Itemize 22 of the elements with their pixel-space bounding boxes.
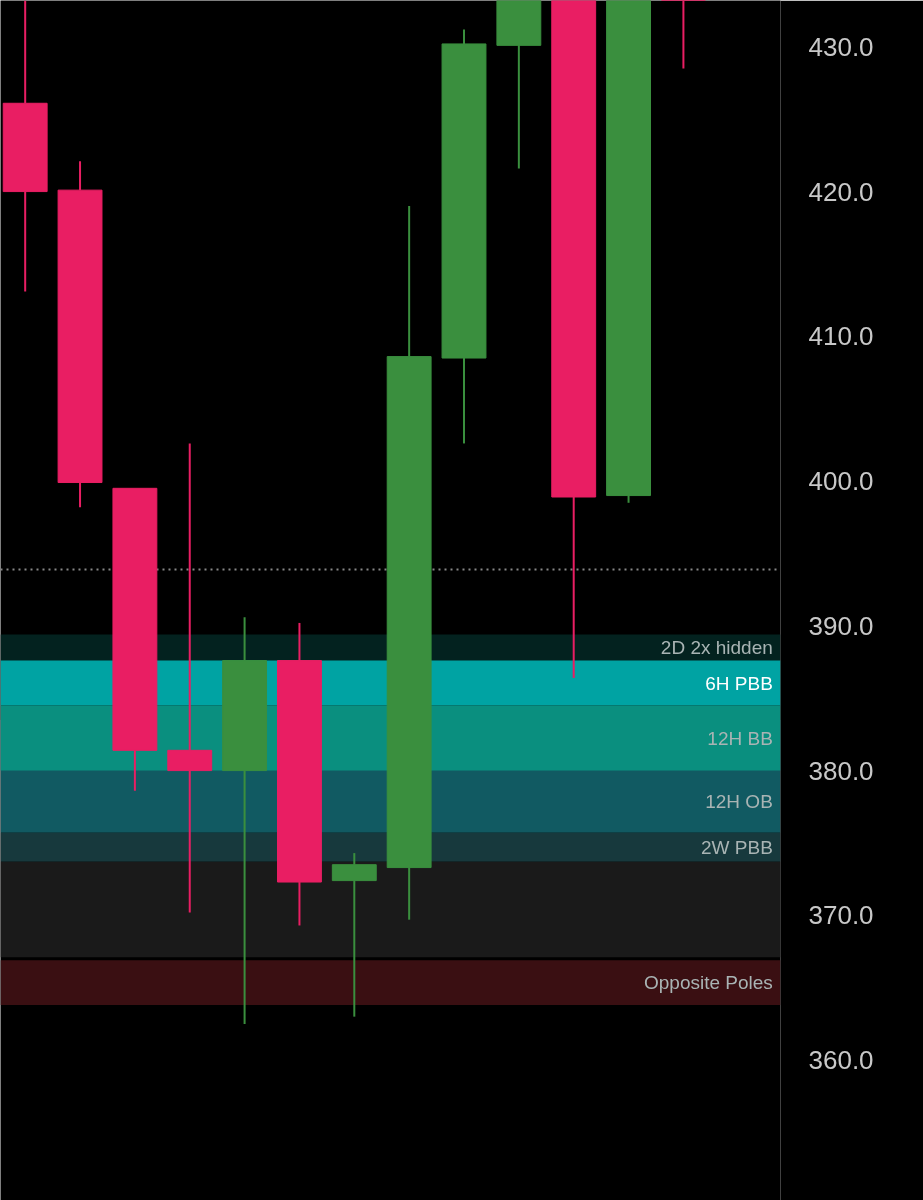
band-label: 6H PBB: [705, 672, 773, 694]
band-label: 2W PBB: [701, 836, 773, 858]
y-tick-label: 410.0: [808, 321, 874, 352]
candlestick: [222, 616, 268, 1025]
band-label: 12H OB: [705, 791, 773, 813]
y-tick-label: 420.0: [808, 176, 874, 207]
candlestick: [277, 621, 322, 927]
y-tick-label: 400.0: [808, 466, 874, 497]
band-label: 2D 2x hidden: [660, 637, 773, 659]
candlestick: [386, 205, 432, 921]
candlestick: [331, 852, 377, 1018]
y-tick-label: 380.0: [808, 755, 874, 786]
band-label: Opposite Poles: [643, 972, 773, 994]
candlestick: [441, 28, 487, 445]
candlestick: [57, 160, 103, 509]
y-tick-label: 370.0: [808, 900, 874, 931]
y-tick-label: 430.0: [808, 31, 874, 62]
y-tick-label: 390.0: [808, 610, 874, 641]
candlestick: [2, 0, 48, 293]
y-tick-label: 360.0: [808, 1045, 874, 1076]
candlestick: [167, 442, 213, 914]
band-label: 12H BB: [707, 727, 773, 749]
